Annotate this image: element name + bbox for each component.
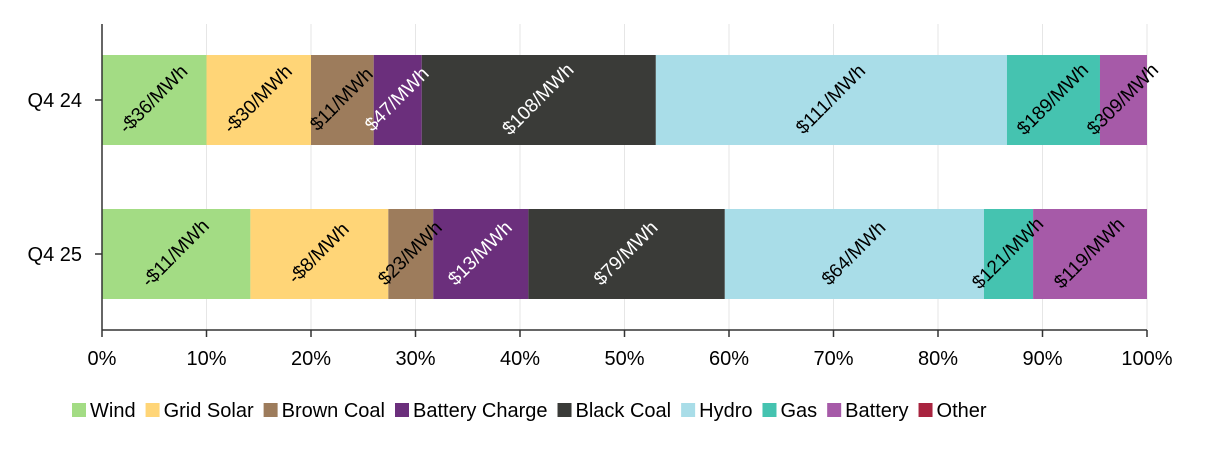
x-tick-label: 0% <box>88 348 117 370</box>
legend-swatch <box>395 403 409 417</box>
x-tick-label: 10% <box>186 348 226 370</box>
bar-segment-hydro <box>655 55 1007 145</box>
legend: Wind Grid Solar Brown Coal Battery Charge Bl… <box>72 400 987 422</box>
x-tick-label: 20% <box>291 348 331 370</box>
x-tick-labels: 0% 10% 20% 30% 40% 50% 60% 70% 80% 90% 100% <box>88 330 1173 370</box>
bar-segment-hydro <box>724 209 984 299</box>
legend-item-battery-charge: Battery Charge <box>395 400 548 422</box>
legend-swatch <box>762 403 777 417</box>
category-label: Q4 24 <box>28 90 82 112</box>
legend-item-black-coal: Black Coal <box>557 400 672 422</box>
bar-segment-gas <box>1006 55 1100 145</box>
legend-label: Hydro <box>699 400 752 422</box>
legend-label: Other <box>937 400 987 422</box>
legend-label: Battery <box>845 400 908 422</box>
legend-item-brown-coal: Brown Coal <box>263 400 385 422</box>
category-label: Q4 25 <box>28 244 82 266</box>
bar-segment-black-coal <box>421 55 656 145</box>
legend-label: Battery Charge <box>413 400 548 422</box>
bar-segment-battery-charge <box>373 55 422 145</box>
legend-item-battery: Battery <box>827 400 909 422</box>
bar-segment-wind <box>102 209 251 299</box>
legend-swatch <box>145 403 160 417</box>
bar-segment-wind <box>102 55 207 145</box>
bar-segment-grid-solar <box>206 55 311 145</box>
legend-item-hydro: Hydro <box>681 400 752 422</box>
bar-segment-brown-coal <box>311 55 374 145</box>
legend-item-other: Other <box>918 400 987 422</box>
legend-swatch <box>918 403 933 417</box>
bar-segment-black-coal <box>528 209 725 299</box>
x-tick-label: 70% <box>813 348 853 370</box>
x-tick-label: 100% <box>1121 348 1172 370</box>
x-tick-label: 40% <box>500 348 540 370</box>
bar-segment-brown-coal <box>388 209 434 299</box>
bar-segment-battery-charge <box>433 209 529 299</box>
legend-item-wind: Wind <box>72 400 136 422</box>
x-tick-label: 60% <box>709 348 749 370</box>
legend-swatch <box>827 403 842 417</box>
category-labels: Q4 24 Q4 25 <box>28 90 82 266</box>
legend-label: Grid Solar <box>164 400 254 422</box>
x-tick-label: 50% <box>604 348 644 370</box>
legend-swatch <box>72 403 86 417</box>
x-tick-label: 90% <box>1022 348 1062 370</box>
legend-label: Wind <box>90 400 136 422</box>
bars <box>102 55 1147 299</box>
legend-swatch <box>557 403 572 417</box>
legend-item-gas: Gas <box>762 400 817 422</box>
x-tick-label: 80% <box>918 348 958 370</box>
bar-segment-gas <box>983 209 1034 299</box>
legend-swatch <box>263 403 278 417</box>
legend-label: Black Coal <box>576 400 672 422</box>
legend-label: Brown Coal <box>282 400 385 422</box>
x-tick-label: 30% <box>395 348 435 370</box>
bar-segment-battery <box>1099 55 1147 145</box>
legend-item-grid-solar: Grid Solar <box>145 400 254 422</box>
bar-segment-battery <box>1033 209 1147 299</box>
legend-label: Gas <box>780 400 817 422</box>
bar-segment-grid-solar <box>250 209 389 299</box>
legend-swatch <box>681 403 696 417</box>
